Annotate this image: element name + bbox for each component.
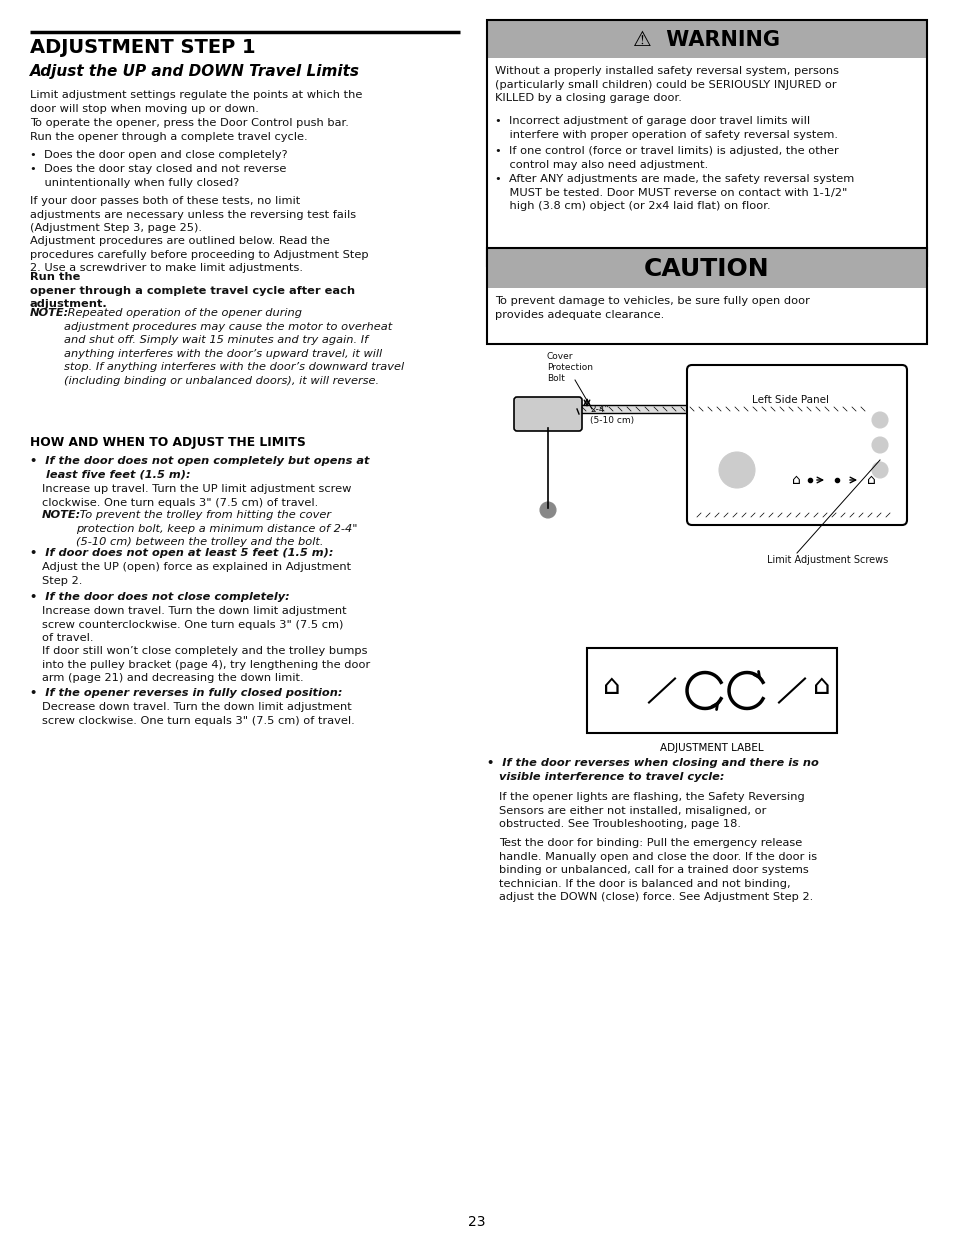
Circle shape <box>643 673 679 709</box>
Circle shape <box>539 501 556 517</box>
Text: ⌂: ⌂ <box>812 672 830 699</box>
Text: If the opener lights are flashing, the Safety Reversing
Sensors are either not i: If the opener lights are flashing, the S… <box>498 792 804 829</box>
Bar <box>486 248 926 345</box>
Text: 2-4"
(5-10 cm): 2-4" (5-10 cm) <box>589 405 634 425</box>
Circle shape <box>871 437 887 453</box>
Text: Test the door for binding: Pull the emergency release
handle. Manually open and : Test the door for binding: Pull the emer… <box>498 839 817 903</box>
Text: Decrease down travel. Turn the down limit adjustment
screw clockwise. One turn e: Decrease down travel. Turn the down limi… <box>42 701 355 726</box>
Text: To prevent damage to vehicles, be sure fully open door
provides adequate clearan: To prevent damage to vehicles, be sure f… <box>495 296 809 320</box>
Text: •  If one control (force or travel limits) is adjusted, the other
    control ma: • If one control (force or travel limits… <box>495 146 838 169</box>
Text: HOW AND WHEN TO ADJUST THE LIMITS: HOW AND WHEN TO ADJUST THE LIMITS <box>30 436 305 450</box>
Text: •  If the door reverses when closing and there is no
   visible interference to : • If the door reverses when closing and … <box>486 758 818 782</box>
FancyBboxPatch shape <box>686 366 906 525</box>
Text: ⚠  WARNING: ⚠ WARNING <box>633 30 780 49</box>
Bar <box>577 405 882 412</box>
Bar <box>586 648 836 734</box>
Text: Limit adjustment settings regulate the points at which the
door will stop when m: Limit adjustment settings regulate the p… <box>30 90 362 114</box>
FancyBboxPatch shape <box>514 396 581 431</box>
Text: ADJUSTMENT STEP 1: ADJUSTMENT STEP 1 <box>30 38 255 57</box>
Text: ⌂: ⌂ <box>602 672 620 699</box>
Circle shape <box>871 462 887 478</box>
Text: •  After ANY adjustments are made, the safety reversal system
    MUST be tested: • After ANY adjustments are made, the sa… <box>495 174 853 211</box>
Text: ⌂: ⌂ <box>791 473 800 487</box>
Circle shape <box>773 673 809 709</box>
Circle shape <box>719 452 754 488</box>
Text: •  Does the door open and close completely?: • Does the door open and close completel… <box>30 149 287 161</box>
Text: To operate the opener, press the Door Control push bar.
Run the opener through a: To operate the opener, press the Door Co… <box>30 119 349 142</box>
Text: Repeated operation of the opener during
adjustment procedures may cause the moto: Repeated operation of the opener during … <box>64 308 404 387</box>
Text: •  Does the door stay closed and not reverse
    unintentionally when fully clos: • Does the door stay closed and not reve… <box>30 164 286 188</box>
Text: NOTE:: NOTE: <box>42 510 81 520</box>
Text: 23: 23 <box>468 1215 485 1229</box>
Text: ⌂: ⌂ <box>866 473 875 487</box>
Bar <box>486 248 926 288</box>
Circle shape <box>871 412 887 429</box>
Text: •  Incorrect adjustment of garage door travel limits will
    interfere with pro: • Incorrect adjustment of garage door tr… <box>495 116 837 140</box>
Text: NOTE:: NOTE: <box>30 308 69 317</box>
Text: Adjustment procedures are outlined below. Read the
procedures carefully before p: Adjustment procedures are outlined below… <box>30 236 368 273</box>
Text: Increase down travel. Turn the down limit adjustment
screw counterclockwise. One: Increase down travel. Turn the down limi… <box>42 606 346 643</box>
Bar <box>486 58 926 266</box>
Text: Adjust the UP (open) force as explained in Adjustment
Step 2.: Adjust the UP (open) force as explained … <box>42 562 351 585</box>
Bar <box>486 288 926 345</box>
Text: Left Side Panel: Left Side Panel <box>751 395 828 405</box>
Bar <box>486 20 926 266</box>
Bar <box>486 20 926 58</box>
Circle shape <box>711 445 761 495</box>
Text: •  If the opener reverses in fully closed position:: • If the opener reverses in fully closed… <box>30 688 342 698</box>
Text: If door still won’t close completely and the trolley bumps
into the pulley brack: If door still won’t close completely and… <box>42 646 370 683</box>
Text: •  If the door does not open completely but opens at
    least five feet (1.5 m): • If the door does not open completely b… <box>30 456 369 479</box>
Text: Limit Adjustment Screws: Limit Adjustment Screws <box>766 555 887 564</box>
Text: Without a properly installed safety reversal system, persons
(particularly small: Without a properly installed safety reve… <box>495 65 838 104</box>
Text: •  If door does not open at least 5 feet (1.5 m):: • If door does not open at least 5 feet … <box>30 548 333 558</box>
Text: Cover
Protection
Bolt: Cover Protection Bolt <box>546 352 593 383</box>
Text: Adjust the UP and DOWN Travel Limits: Adjust the UP and DOWN Travel Limits <box>30 64 359 79</box>
Text: •  If the door does not close completely:: • If the door does not close completely: <box>30 592 290 601</box>
Text: If your door passes both of these tests, no limit
adjustments are necessary unle: If your door passes both of these tests,… <box>30 196 355 233</box>
Text: Increase up travel. Turn the UP limit adjustment screw
clockwise. One turn equal: Increase up travel. Turn the UP limit ad… <box>42 484 351 508</box>
Text: CAUTION: CAUTION <box>643 257 769 282</box>
Text: To prevent the trolley from hitting the cover
protection bolt, keep a minimum di: To prevent the trolley from hitting the … <box>76 510 357 547</box>
Text: Run the
opener through a complete travel cycle after each
adjustment.: Run the opener through a complete travel… <box>30 272 355 309</box>
Text: ADJUSTMENT LABEL: ADJUSTMENT LABEL <box>659 743 763 753</box>
